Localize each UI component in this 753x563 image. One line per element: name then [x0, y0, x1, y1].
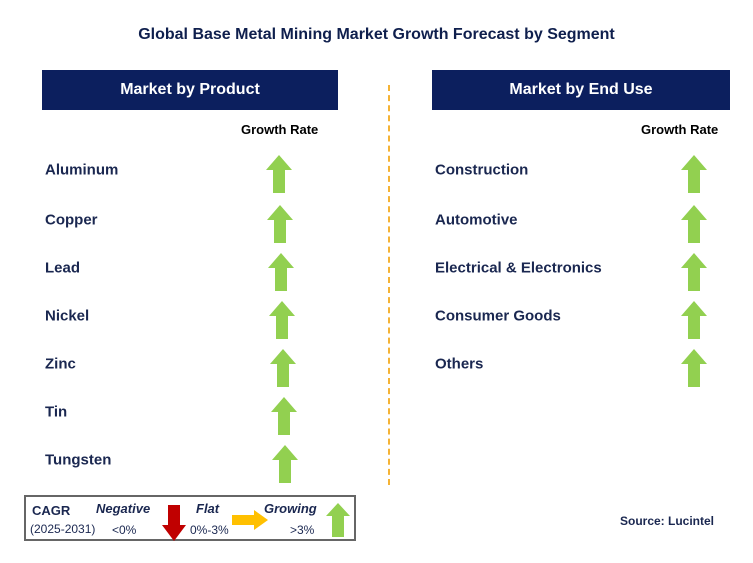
legend: CAGR (2025-2031) Negative <0% Flat 0%-3%… [24, 495, 356, 541]
product-label: Copper [45, 211, 98, 229]
source-note: Source: Lucintel [620, 514, 715, 528]
legend-negative-range: <0% [112, 523, 137, 537]
product-label: Tungsten [45, 451, 112, 469]
up-arrow-icon [326, 503, 350, 537]
growing-arrow-icon [681, 349, 707, 387]
end-use-label: Automotive [435, 211, 518, 229]
down-arrow-icon [162, 505, 186, 541]
growing-arrow-icon [268, 253, 294, 291]
growing-arrow-icon [267, 205, 293, 243]
legend-growing: Growing [264, 501, 317, 516]
product-header: Market by Product [42, 70, 338, 110]
divider [388, 85, 390, 485]
product-label: Tin [45, 403, 68, 421]
legend-period: (2025-2031) [30, 522, 96, 536]
end-use-label: Others [435, 355, 484, 373]
end-use-label: Consumer Goods [435, 307, 561, 325]
product-label: Aluminum [45, 161, 119, 179]
end-use-header: Market by End Use [432, 70, 730, 110]
growing-arrow-icon [681, 155, 707, 193]
growing-arrow-icon [681, 205, 707, 243]
growing-arrow-icon [269, 301, 295, 339]
legend-flat: Flat [196, 501, 220, 516]
end-use-label: Electrical & Electronics [435, 259, 602, 277]
product-growth-rate-label: Growth Rate [241, 122, 319, 137]
growing-arrow-icon [270, 349, 296, 387]
end-use-label: Construction [435, 161, 529, 179]
product-label: Zinc [45, 355, 76, 373]
growing-arrow-icon [681, 253, 707, 291]
growing-arrow-icon [271, 397, 297, 435]
legend-negative: Negative [96, 501, 151, 516]
legend-growing-range: >3% [290, 523, 315, 537]
page-title: Global Base Metal Mining Market Growth F… [138, 26, 615, 43]
legend-cagr: CAGR [32, 503, 71, 518]
product-label: Lead [45, 259, 81, 277]
right-arrow-icon [232, 510, 268, 530]
product-label: Nickel [45, 307, 90, 325]
legend-flat-range: 0%-3% [190, 523, 229, 537]
growing-arrow-icon [266, 155, 292, 193]
growing-arrow-icon [272, 445, 298, 483]
growing-arrow-icon [681, 301, 707, 339]
end-use-growth-rate-label: Growth Rate [641, 122, 719, 137]
